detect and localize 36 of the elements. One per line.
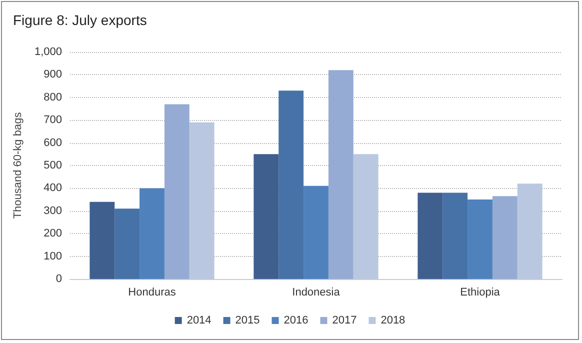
legend-label: 2014 (186, 314, 212, 326)
bar (468, 200, 492, 279)
bar (164, 104, 190, 279)
bar (254, 154, 279, 279)
bar (189, 122, 214, 279)
bar (114, 208, 140, 279)
x-tick-label: Ethiopia (460, 286, 501, 298)
bar (328, 70, 354, 279)
y-tick-label: 700 (44, 114, 62, 126)
y-tick-label: 900 (44, 68, 62, 81)
bar (278, 90, 304, 279)
bar (90, 202, 115, 279)
bar (140, 188, 164, 279)
bar (492, 196, 518, 279)
x-tick-label: Honduras (128, 286, 176, 298)
y-tick-label: 400 (44, 182, 62, 194)
legend-label: 2015 (235, 314, 260, 326)
y-axis-title: Thousand 60-kg bags (12, 112, 24, 219)
y-tick-label: 1,000 (34, 46, 62, 58)
y-tick-label: 200 (44, 228, 62, 240)
bar (442, 192, 468, 279)
y-tick-label: 100 (44, 250, 62, 262)
bar (304, 186, 328, 279)
y-tick-label: 500 (44, 160, 62, 172)
legend-label: 2017 (332, 314, 357, 326)
y-tick-label: 300 (44, 204, 62, 217)
bar (418, 192, 443, 279)
chart-title: Figure 8: July exports (13, 12, 147, 28)
x-tick-label: Indonesia (292, 286, 341, 298)
y-tick-label: 800 (44, 91, 62, 104)
bar (517, 184, 542, 279)
bar (353, 154, 378, 279)
y-tick-label: 0 (56, 273, 62, 285)
y-tick-label: 600 (44, 136, 62, 149)
legend-label: 2018 (380, 314, 406, 326)
legend-label: 2016 (284, 314, 308, 326)
